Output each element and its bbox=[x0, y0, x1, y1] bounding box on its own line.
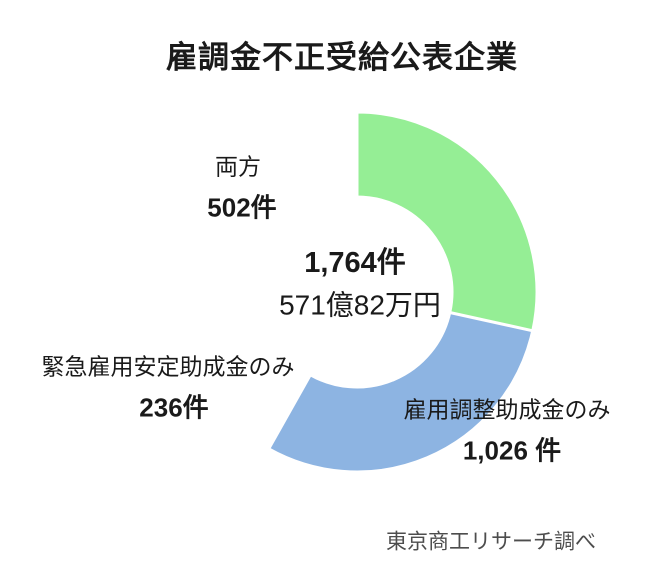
center-total: 1,764件 bbox=[304, 247, 406, 280]
segment-label-both: 両方 bbox=[215, 153, 261, 180]
chart-title: 雇調金不正受給公表企業 bbox=[166, 39, 518, 75]
segment-value-adjustment-only: 1,026 件 bbox=[462, 435, 562, 466]
donut-segment-2 bbox=[355, 110, 539, 333]
segment-value-both: 502件 bbox=[207, 192, 277, 223]
source-note: 東京商工リサーチ調べ bbox=[386, 530, 596, 554]
segment-label-adjustment-only: 雇用調整助成金のみ bbox=[403, 396, 611, 423]
segment-label-emergency-only: 緊急雇用安定助成金のみ bbox=[41, 353, 295, 380]
center-amount: 571億82万円 bbox=[279, 289, 441, 321]
segment-value-emergency-only: 236件 bbox=[139, 392, 209, 423]
